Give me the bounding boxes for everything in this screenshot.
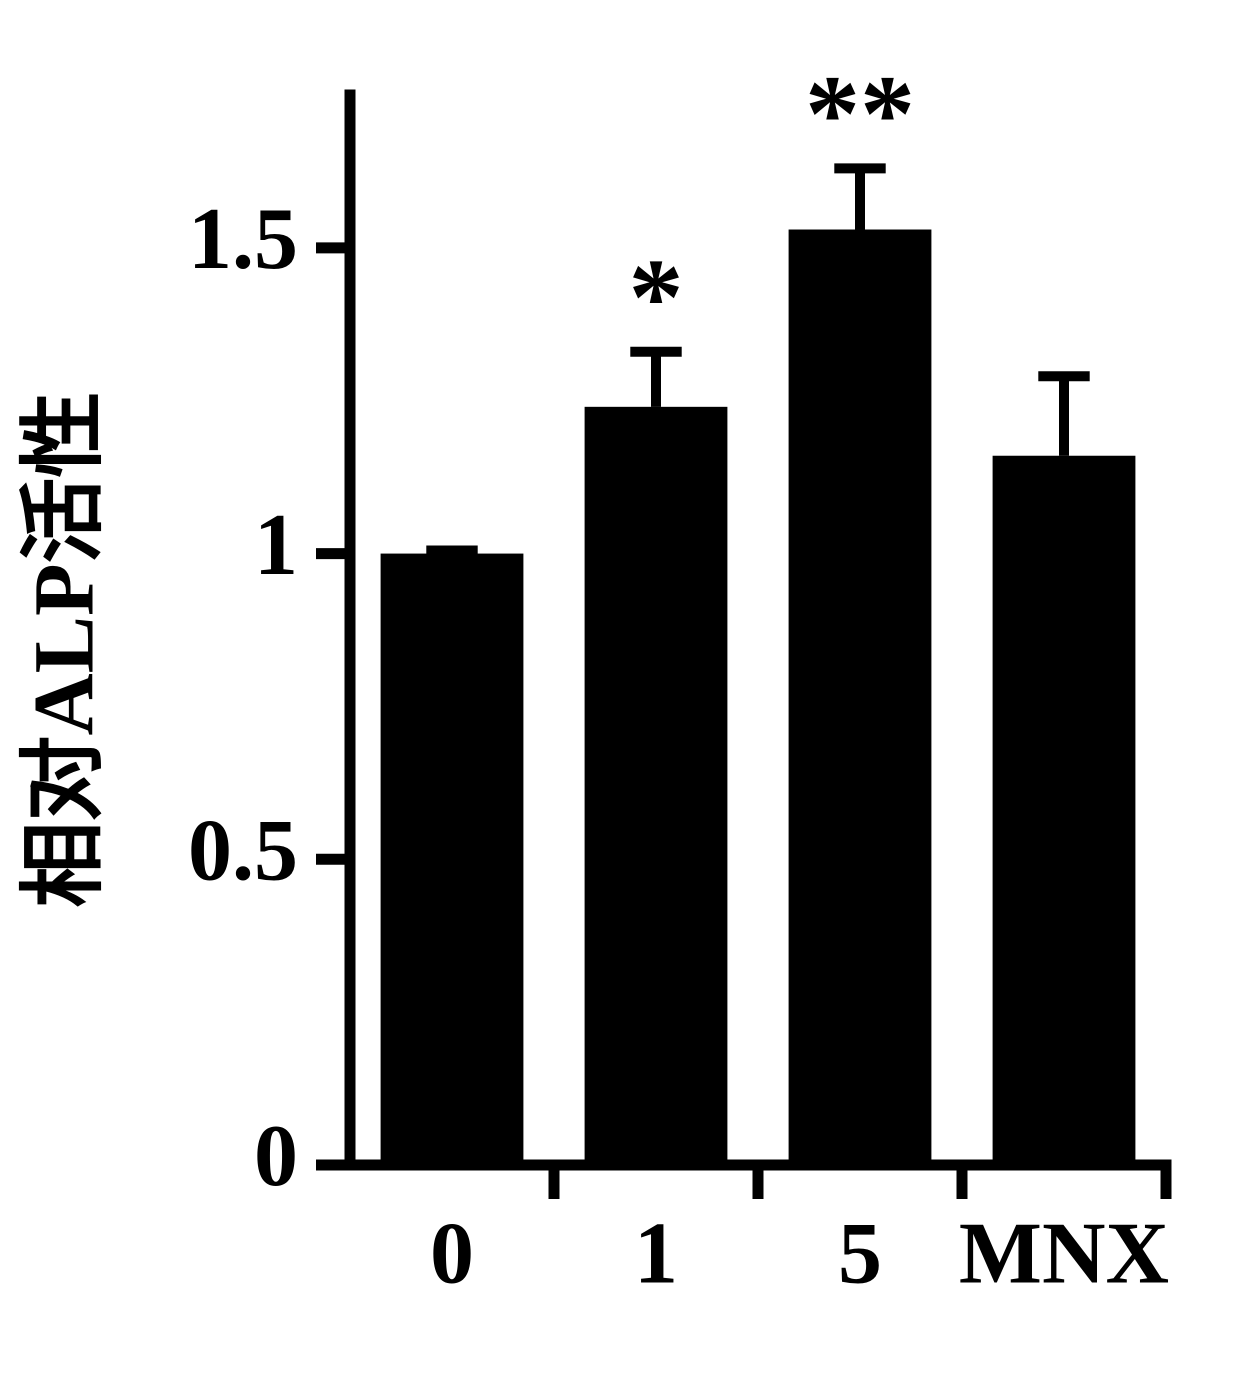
bar bbox=[585, 407, 728, 1165]
chart-container: 相对ALP活性 0 0.5 1 1.5 0 * 1 ** 5 MNX bbox=[0, 0, 1240, 1376]
bar bbox=[789, 230, 932, 1165]
y-tick-label: 1 bbox=[254, 497, 298, 594]
x-tick-label: 5 bbox=[838, 1206, 882, 1303]
significance-marker: * bbox=[629, 236, 684, 358]
x-tick-label: 1 bbox=[634, 1206, 678, 1303]
y-tick-label: 1.5 bbox=[188, 191, 298, 288]
y-tick-label: 0 bbox=[254, 1108, 298, 1205]
bar bbox=[381, 554, 524, 1165]
x-tick-label: MNX bbox=[959, 1206, 1169, 1303]
y-tick-label: 0.5 bbox=[188, 802, 298, 899]
x-tick-label: 0 bbox=[430, 1206, 474, 1303]
bar bbox=[993, 456, 1136, 1165]
significance-marker: ** bbox=[805, 52, 915, 174]
y-axis-label: 相对ALP活性 bbox=[0, 115, 118, 1185]
bar-chart: 0 0.5 1 1.5 0 * 1 ** 5 MNX bbox=[0, 0, 1240, 1376]
